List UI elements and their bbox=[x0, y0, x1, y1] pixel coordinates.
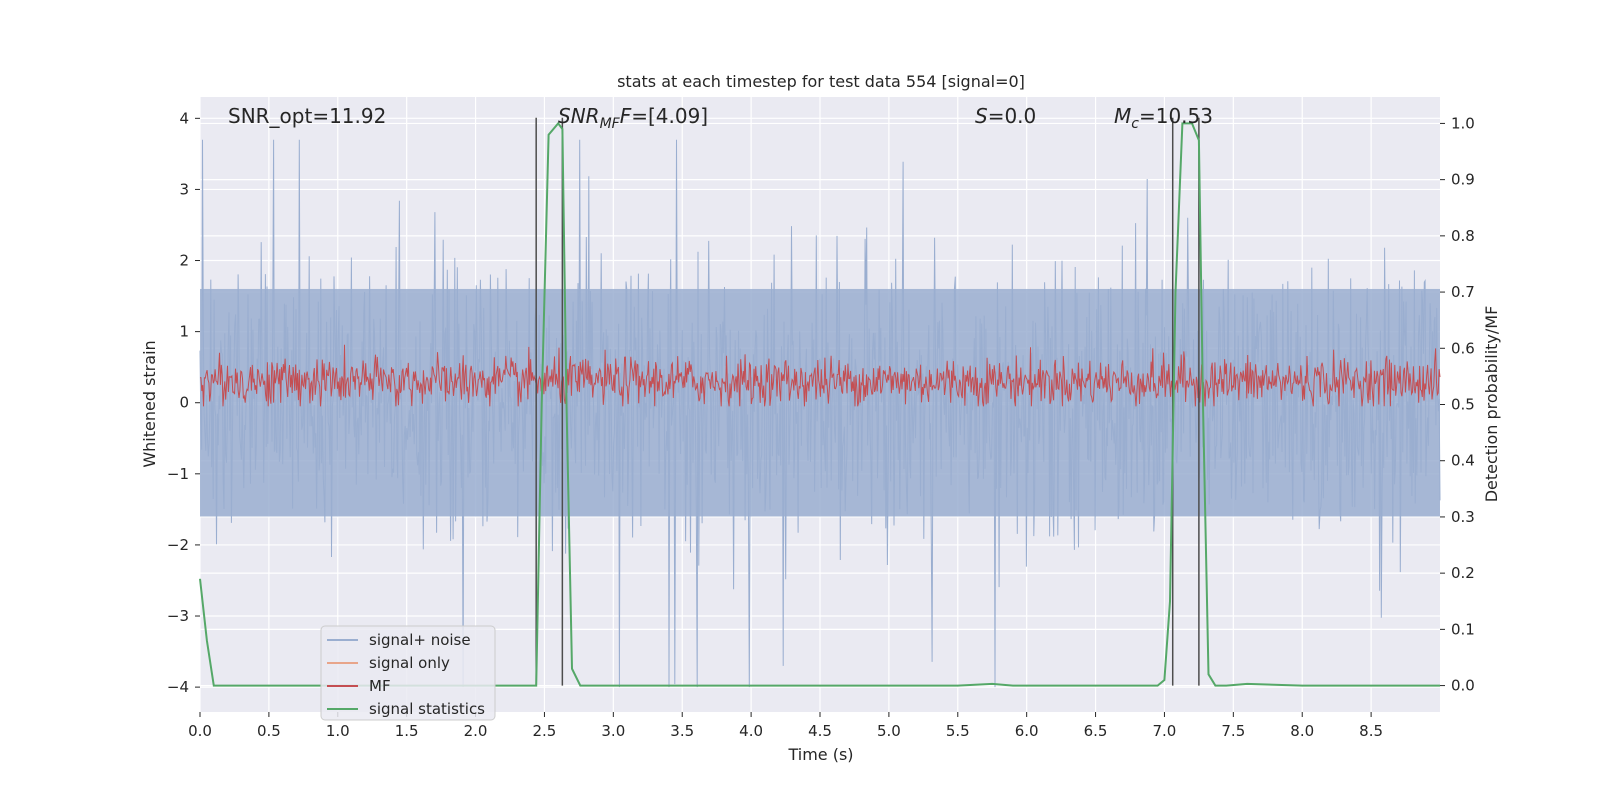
signal-noise-line bbox=[199, 139, 1441, 688]
x-tick-label: 3.0 bbox=[601, 722, 625, 740]
y-tick-label-right: 0.5 bbox=[1451, 396, 1475, 414]
x-tick-label: 0.5 bbox=[257, 722, 281, 740]
annotation-mc-main: M bbox=[1114, 104, 1131, 128]
series-mf bbox=[199, 344, 1441, 407]
y-tick-label-left: −2 bbox=[167, 536, 189, 554]
x-tick-label: 8.5 bbox=[1359, 722, 1383, 740]
annotation-snr-mf-value: =[4.09] bbox=[631, 104, 708, 128]
y-axis-label-right: Detection probability/MF bbox=[1482, 306, 1501, 503]
y-axis-label-left: Whitened strain bbox=[140, 340, 159, 467]
legend-label-mf: MF bbox=[369, 677, 391, 695]
annotation-mc-value: =10.53 bbox=[1139, 104, 1213, 128]
y-tick-label-right: 0.3 bbox=[1451, 508, 1475, 526]
annotation-snr-mf: SNRMFF=[4.09] bbox=[558, 104, 708, 132]
annotation-snr-mf-sub: MF bbox=[600, 116, 621, 132]
x-axis: 0.0 0.5 1.0 1.5 2.0 2.5 3.0 3.5 4.0 4.5 5.0 5.5 6.0 6… bbox=[188, 712, 1383, 740]
y-tick-label-left: 4 bbox=[179, 109, 189, 127]
x-tick-label: 8.0 bbox=[1290, 722, 1314, 740]
y-tick-label-right: 0.4 bbox=[1451, 452, 1475, 470]
series-signal-statistics bbox=[199, 121, 1440, 687]
y-tick-label-right: 1.0 bbox=[1451, 114, 1475, 132]
signal-statistics-line bbox=[199, 121, 1440, 687]
annotation-s: S=0.0 bbox=[975, 104, 1036, 128]
x-tick-label: 6.5 bbox=[1084, 722, 1108, 740]
y-tick-label-right: 0.2 bbox=[1451, 564, 1475, 582]
y-tick-label-right: 0.8 bbox=[1451, 227, 1475, 245]
y-tick-label-left: 0 bbox=[179, 394, 189, 412]
annotation-snr-opt: SNR_opt=11.92 bbox=[228, 104, 386, 128]
x-tick-label: 3.5 bbox=[670, 722, 694, 740]
chart-title: stats at each timestep for test data 554… bbox=[617, 72, 1025, 91]
y-tick-label-left: −1 bbox=[167, 465, 189, 483]
x-tick-label: 5.5 bbox=[946, 722, 970, 740]
x-tick-label: 0.0 bbox=[188, 722, 212, 740]
annotation-s-value: =0.0 bbox=[988, 104, 1037, 128]
legend-frame bbox=[320, 625, 496, 721]
y-axis-left: 4 3 2 1 0 −1 −2 −3 −4 bbox=[167, 109, 200, 696]
x-tick-label: 2.5 bbox=[533, 722, 557, 740]
annotation-mc-sub: c bbox=[1131, 116, 1139, 132]
y-tick-label-left: 2 bbox=[179, 252, 189, 270]
annotation-snr-mf-main: SNR bbox=[558, 104, 600, 128]
y-tick-label-left: −3 bbox=[167, 607, 189, 625]
legend-label-signal-noise: signal+ noise bbox=[369, 631, 471, 649]
x-tick-label: 1.0 bbox=[326, 722, 350, 740]
series-signal-noise bbox=[199, 139, 1441, 688]
y-tick-label-right: 0.9 bbox=[1451, 171, 1475, 189]
y-tick-label-right: 0.6 bbox=[1451, 339, 1475, 357]
legend: signal+ noise signal only MF signal stat… bbox=[320, 625, 496, 721]
y-axis-right: 1.0 0.9 0.8 0.7 0.6 0.5 0.4 0.3 0.2 0.1 0.0 bbox=[1440, 114, 1475, 695]
y-tick-label-left: 1 bbox=[179, 323, 189, 341]
x-axis-label: Time (s) bbox=[787, 745, 853, 764]
legend-label-signal-statistics: signal statistics bbox=[369, 700, 485, 718]
x-tick-label: 4.5 bbox=[808, 722, 832, 740]
x-tick-label: 7.5 bbox=[1221, 722, 1245, 740]
y-tick-label-left: −4 bbox=[167, 678, 189, 696]
mf-line bbox=[199, 344, 1441, 407]
x-tick-label: 5.0 bbox=[877, 722, 901, 740]
x-tick-label: 4.0 bbox=[739, 722, 763, 740]
y-tick-label-right: 0.0 bbox=[1451, 677, 1475, 695]
x-tick-label: 6.0 bbox=[1015, 722, 1039, 740]
annotation-mc: Mc=10.53 bbox=[1114, 104, 1213, 132]
y-tick-label-right: 0.1 bbox=[1451, 620, 1475, 638]
y-tick-label-left: 3 bbox=[179, 180, 189, 198]
x-tick-label: 2.0 bbox=[464, 722, 488, 740]
y-tick-label-right: 0.7 bbox=[1451, 283, 1475, 301]
vertical-markers bbox=[535, 117, 1200, 686]
x-tick-label: 7.0 bbox=[1153, 722, 1177, 740]
legend-label-signal-only: signal only bbox=[369, 654, 450, 672]
x-tick-label: 1.5 bbox=[395, 722, 419, 740]
annotation-s-main: S bbox=[975, 104, 988, 128]
